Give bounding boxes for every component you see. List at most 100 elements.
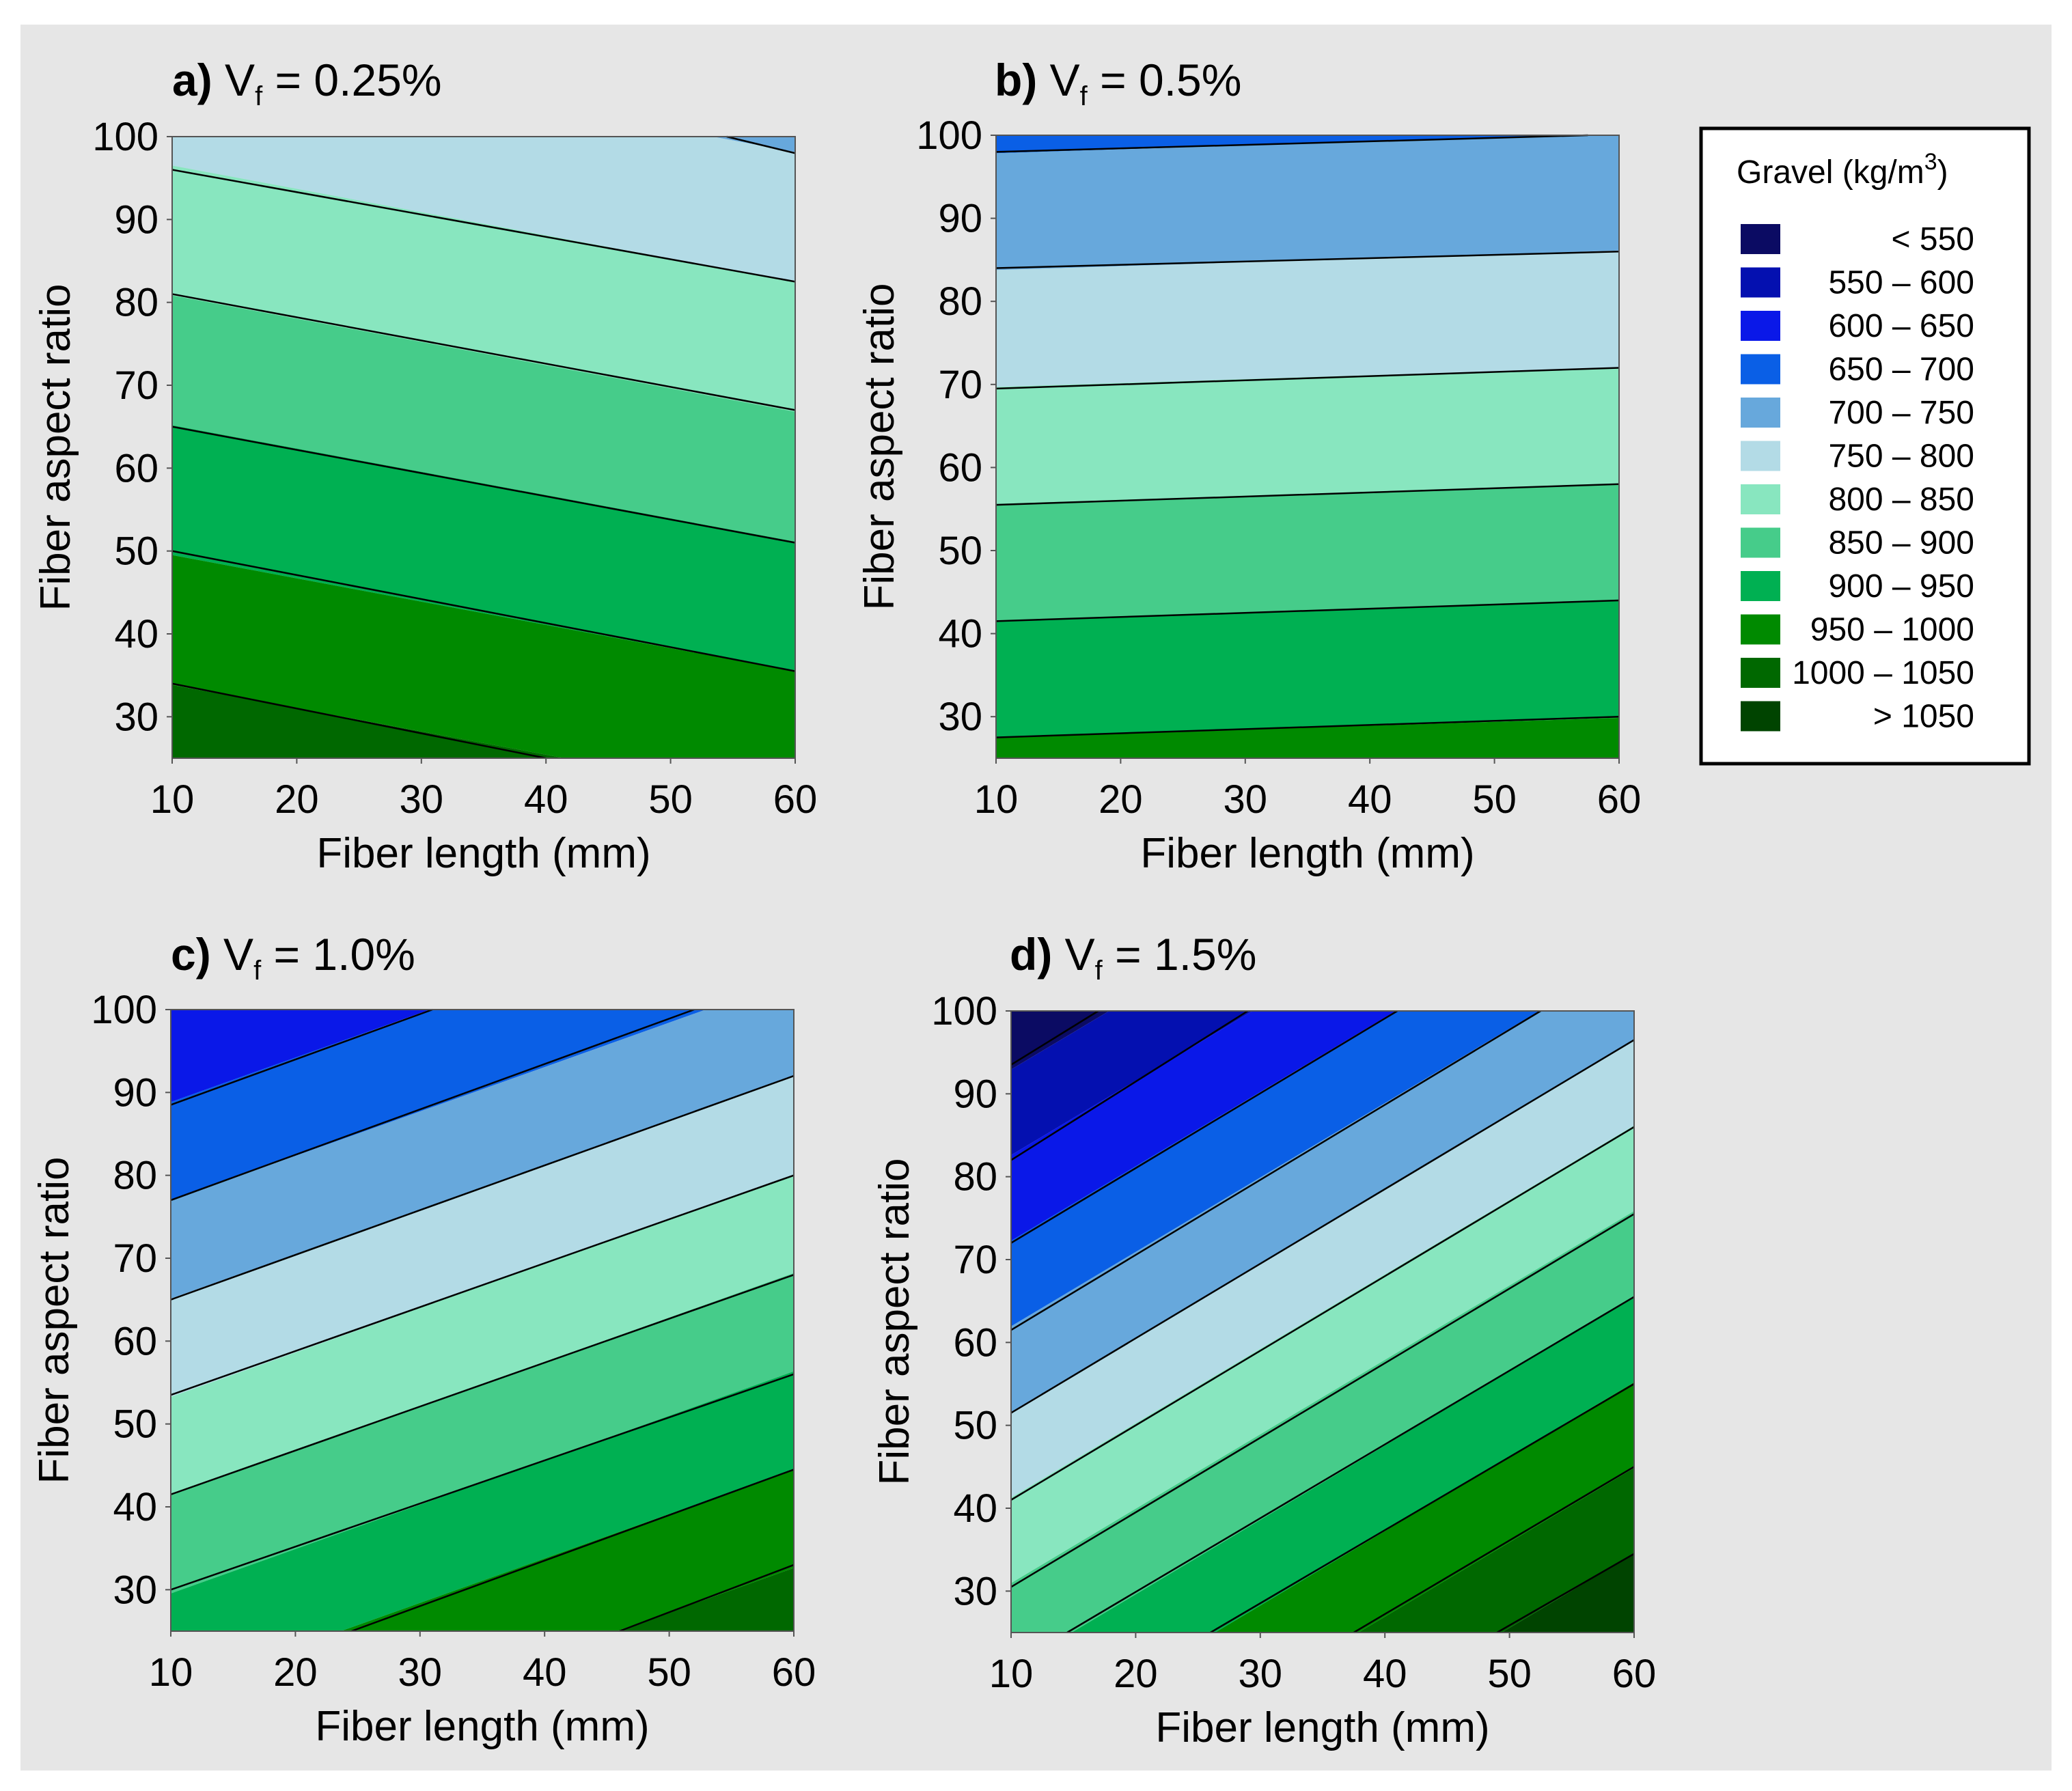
x-tick-label: 40 <box>1348 777 1392 822</box>
y-tick-label: 70 <box>114 363 158 408</box>
contour-band <box>172 555 795 758</box>
panel-letter: d) <box>1010 929 1065 980</box>
contour-line-700 <box>170 1008 695 1202</box>
contour-band <box>996 135 1571 154</box>
panel-b: 10 20 30 40 50 60 30 40 50 60 70 80 90 100 Fiber lengt… <box>856 55 1641 877</box>
panel-d: 10 20 30 40 50 60 30 40 50 60 70 80 90 100 Fiber lengt… <box>871 929 1656 1751</box>
contour-band <box>1011 1125 1634 1583</box>
y-axis-label: Fiber aspect ratio <box>871 1158 918 1486</box>
x-tick-label: 20 <box>275 777 319 822</box>
y-tick-label: 40 <box>114 612 158 656</box>
y-tick-label: 90 <box>114 197 158 242</box>
x-tick-label: 40 <box>1363 1652 1407 1696</box>
contour-band <box>1011 1011 1109 1070</box>
title-suffix: = 1.0% <box>261 929 415 980</box>
y-tick-label: 40 <box>938 612 982 656</box>
x-tick-label: 10 <box>974 777 1019 822</box>
y-axis-label: Fiber aspect ratio <box>31 1157 78 1484</box>
y-tick-label: 100 <box>931 989 997 1033</box>
legend-label: 650 – 700 <box>1828 352 1974 388</box>
y-tick-label: 60 <box>113 1319 157 1363</box>
x-tick-label: 50 <box>648 777 693 822</box>
contour-line-1000 <box>619 1564 795 1633</box>
contour-line-800 <box>1010 1126 1635 1501</box>
panel-title: d) Vf = 1.5% <box>1010 929 1256 986</box>
x-tick-label: 60 <box>1612 1652 1657 1696</box>
contour-line-650 <box>1010 1010 1398 1244</box>
y-tick-label: 60 <box>114 446 158 490</box>
x-tick-label: 60 <box>773 777 818 822</box>
contour-line-950 <box>1210 1383 1635 1634</box>
contour-line-1000 <box>1353 1466 1635 1634</box>
legend-swatch <box>1741 267 1780 298</box>
contour-band <box>171 1273 794 1594</box>
contour-line-600 <box>1010 1010 1249 1161</box>
y-tick-label: 90 <box>953 1072 997 1116</box>
contour-line-950 <box>351 1469 795 1633</box>
contour-band <box>1011 1011 1253 1156</box>
contour-line-900 <box>995 599 1620 622</box>
contour-line-850 <box>170 1274 795 1495</box>
x-tick-label: 60 <box>1597 777 1642 822</box>
contour-band <box>996 717 1619 758</box>
legend-label: 850 – 900 <box>1828 525 1974 561</box>
title-suffix: = 0.5% <box>1088 55 1242 105</box>
title-suffix: = 1.5% <box>1103 929 1257 980</box>
x-axis-label: Fiber length (mm) <box>316 830 650 877</box>
contour-band <box>616 1568 794 1631</box>
title-var: V <box>1065 929 1095 980</box>
legend-title: Gravel (kg/m3) <box>1737 149 1948 191</box>
contour-band <box>172 165 795 412</box>
x-tick-label: 30 <box>1239 1652 1283 1696</box>
contour-band <box>996 367 1619 504</box>
legend-label: 1000 – 1050 <box>1792 655 1974 691</box>
y-tick-label: 70 <box>938 363 982 407</box>
contour-line-700 <box>1010 1010 1541 1331</box>
panel-c: 10 20 30 40 50 60 30 40 50 60 70 80 90 100 Fiber lengt… <box>31 929 816 1750</box>
x-tick-label: 50 <box>1487 1652 1532 1696</box>
contour-line-800 <box>170 1174 795 1396</box>
legend-label: 750 – 800 <box>1828 439 1974 475</box>
contour-band <box>1071 1296 1634 1633</box>
contour-line-550 <box>1010 1010 1099 1066</box>
legend-label: 600 – 650 <box>1828 308 1974 344</box>
legend-label: 950 – 1000 <box>1810 612 1974 648</box>
contour-line-900 <box>1066 1296 1635 1634</box>
legend-label: 700 – 750 <box>1828 395 1974 431</box>
contour-bands <box>996 135 1619 758</box>
contour-line-950 <box>171 550 796 672</box>
contour-band <box>172 684 565 758</box>
legend-label: 800 – 850 <box>1828 482 1974 518</box>
contour-band <box>172 295 795 542</box>
y-tick-label: 30 <box>953 1569 997 1613</box>
x-axis-label: Fiber length (mm) <box>1155 1704 1489 1751</box>
contour-line-700 <box>995 134 1588 153</box>
plot-frame <box>995 135 1620 759</box>
contour-band <box>171 1010 794 1299</box>
y-axis-label: Fiber aspect ratio <box>856 283 903 611</box>
legend: Gravel (kg/m3) < 550 550 – 600 600 – 650 650… <box>1699 126 2031 766</box>
contour-band <box>1011 1210 1634 1633</box>
contour-band <box>1215 1382 1634 1633</box>
y-tick-label: 80 <box>938 279 982 324</box>
title-subscript: f <box>1095 956 1103 986</box>
contour-line-650 <box>170 1008 433 1106</box>
contour-band <box>1011 1011 1634 1413</box>
title-var: V <box>225 55 255 105</box>
panel-letter: c) <box>171 929 223 980</box>
y-tick-label: 90 <box>113 1070 157 1115</box>
title-subscript: f <box>1080 81 1088 111</box>
title-subscript: f <box>255 81 263 111</box>
y-tick-label: 50 <box>114 529 158 574</box>
contour-band <box>172 137 795 282</box>
legend-swatch <box>1741 701 1780 732</box>
x-tick-label: 30 <box>400 777 444 822</box>
legend-swatch <box>1741 311 1780 341</box>
title-subscript: f <box>253 956 262 986</box>
y-tick-label: 90 <box>938 197 982 241</box>
contour-line-850 <box>995 483 1620 506</box>
plot-frame <box>1010 1010 1635 1633</box>
x-tick-label: 50 <box>647 1650 691 1695</box>
x-tick-label: 30 <box>398 1650 443 1695</box>
contour-line-850 <box>171 293 796 411</box>
